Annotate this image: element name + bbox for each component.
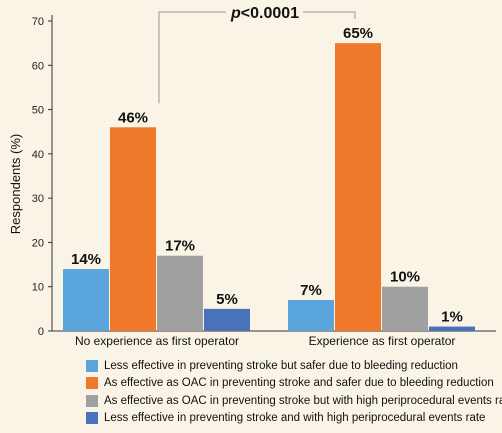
y-tick-label: 50: [32, 105, 44, 117]
legend-label: Less effective in preventing stroke but …: [104, 359, 458, 372]
legend-swatch: [86, 377, 98, 390]
significance-bracket: [158, 11, 356, 104]
bar: [288, 300, 334, 331]
bar: [110, 127, 156, 332]
y-tick-label: 30: [32, 193, 44, 205]
y-axis-label: Respondents (%): [8, 134, 23, 234]
legend-label: Less effective in preventing stroke and …: [104, 412, 486, 425]
category-label: No experience as first operator: [75, 334, 239, 348]
y-tick-label: 60: [32, 60, 44, 72]
data-label: 17%: [165, 238, 195, 255]
y-tick-label: 70: [32, 16, 44, 28]
bar: [382, 286, 428, 331]
bar: [204, 308, 250, 331]
legend-swatch: [86, 412, 98, 425]
y-tick-label: 40: [32, 149, 44, 161]
legend-item: Less effective in preventing stroke and …: [86, 410, 496, 428]
legend-label: As effective as OAC in preventing stroke…: [104, 377, 494, 390]
p-value-label: p<0.0001: [230, 5, 299, 22]
bar: [429, 326, 475, 331]
data-labels: 14% 46% 17% 5% 7% 65% 10% 1%: [71, 25, 463, 325]
bar: [157, 255, 203, 331]
legend: Less effective in preventing stroke but …: [86, 357, 502, 428]
significance-annotation: p<0.0001: [158, 5, 356, 104]
category-labels: No experience as first operator Experienc…: [75, 334, 455, 348]
y-tick-label: 10: [32, 282, 44, 294]
y-tick-label: 0: [38, 326, 44, 338]
p-value-symbol: p: [230, 5, 241, 22]
legend-swatch: [86, 394, 98, 407]
data-label: 65%: [343, 25, 373, 42]
data-label: 10%: [390, 269, 420, 286]
p-value-background: [225, 5, 304, 22]
bars: [63, 43, 475, 332]
legend-item: Less effective in preventing stroke but …: [86, 357, 496, 375]
bar: [335, 43, 381, 332]
data-label: 7%: [300, 282, 322, 299]
data-label: 1%: [441, 309, 463, 326]
legend-item: As effective as OAC in preventing stroke…: [86, 392, 502, 410]
data-label: 46%: [118, 109, 148, 126]
p-value-number: <0.0001: [241, 5, 299, 22]
category-label: Experience as first operator: [309, 334, 456, 348]
legend-label: As effective as OAC in preventing stroke…: [104, 394, 502, 407]
data-label: 14%: [71, 251, 101, 268]
legend-swatch: [86, 359, 98, 372]
legend-item: As effective as OAC in preventing stroke…: [86, 375, 496, 393]
data-label: 5%: [216, 291, 238, 308]
bar: [63, 269, 109, 331]
y-tick-label: 20: [32, 237, 44, 249]
